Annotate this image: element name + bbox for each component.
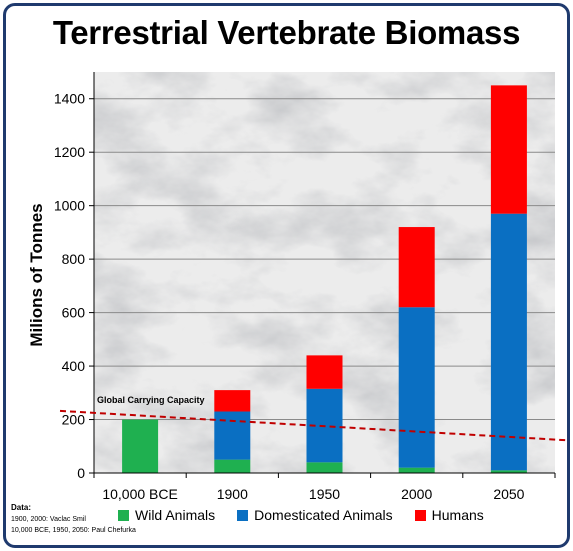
bar-humans — [306, 355, 343, 389]
legend-swatch — [414, 509, 426, 521]
source-heading: Data: — [11, 503, 32, 512]
y-tick-label: 800 — [62, 251, 86, 267]
legend-item: Domesticated Animals — [237, 507, 393, 523]
x-tick-label: 2000 — [401, 486, 432, 502]
bar-domesticated-animals — [214, 411, 251, 460]
legend-item: Wild Animals — [118, 507, 215, 523]
x-tick-label: 2050 — [493, 486, 524, 502]
legend-swatch — [118, 509, 129, 521]
legend-swatch — [237, 509, 249, 521]
bar-wild-animals — [398, 467, 435, 473]
source-line-2: 10,000 BCE, 1950, 2050: Paul Chefurka — [11, 527, 136, 534]
y-tick-label: 400 — [62, 358, 86, 374]
chart-title: Terrestrial Vertebrate Biomass — [52, 14, 521, 51]
x-tick-label: 1950 — [309, 486, 340, 502]
bar-wild-animals — [490, 470, 527, 473]
y-tick-label: 0 — [77, 465, 85, 481]
bar-humans — [490, 85, 527, 214]
legend-label: Humans — [431, 507, 484, 523]
carrying-capacity-line — [59, 409, 567, 442]
plot-background — [94, 72, 555, 473]
bar-humans — [398, 227, 435, 308]
legend-label: Wild Animals — [135, 507, 216, 523]
bar-domesticated-animals — [490, 213, 527, 471]
bar-wild-animals — [214, 459, 251, 473]
carrying-capacity-label: Global Carrying Capacity — [97, 395, 205, 405]
legend-item: Humans — [414, 507, 484, 523]
y-tick-label: 200 — [62, 412, 86, 428]
bar-domesticated-animals — [398, 307, 435, 468]
bar-wild-animals — [306, 462, 343, 473]
bar-wild-animals — [122, 419, 159, 473]
x-tick-label: 10,000 BCE — [102, 486, 178, 502]
y-tick-label: 1400 — [54, 91, 85, 107]
axes: 0 200 400 600 800 1000 1200 1400 10,000 BCE 1900 1… — [54, 72, 556, 502]
source-line-1: 1900, 2000: Vaclac Smil — [11, 516, 86, 523]
y-tick-label: 1200 — [54, 144, 85, 160]
y-tick-label: 1000 — [54, 198, 85, 214]
bar-humans — [214, 390, 251, 412]
y-tick-label: 600 — [62, 305, 86, 321]
y-axis-label: Milions of Tonnes — [27, 203, 46, 346]
legend: Wild Animals Domesticated Animals Humans — [118, 507, 506, 523]
trendline-group: Global Carrying Capacity — [59, 395, 567, 442]
legend-label: Domesticated Animals — [254, 507, 393, 523]
x-tick-label: 1900 — [217, 486, 248, 502]
